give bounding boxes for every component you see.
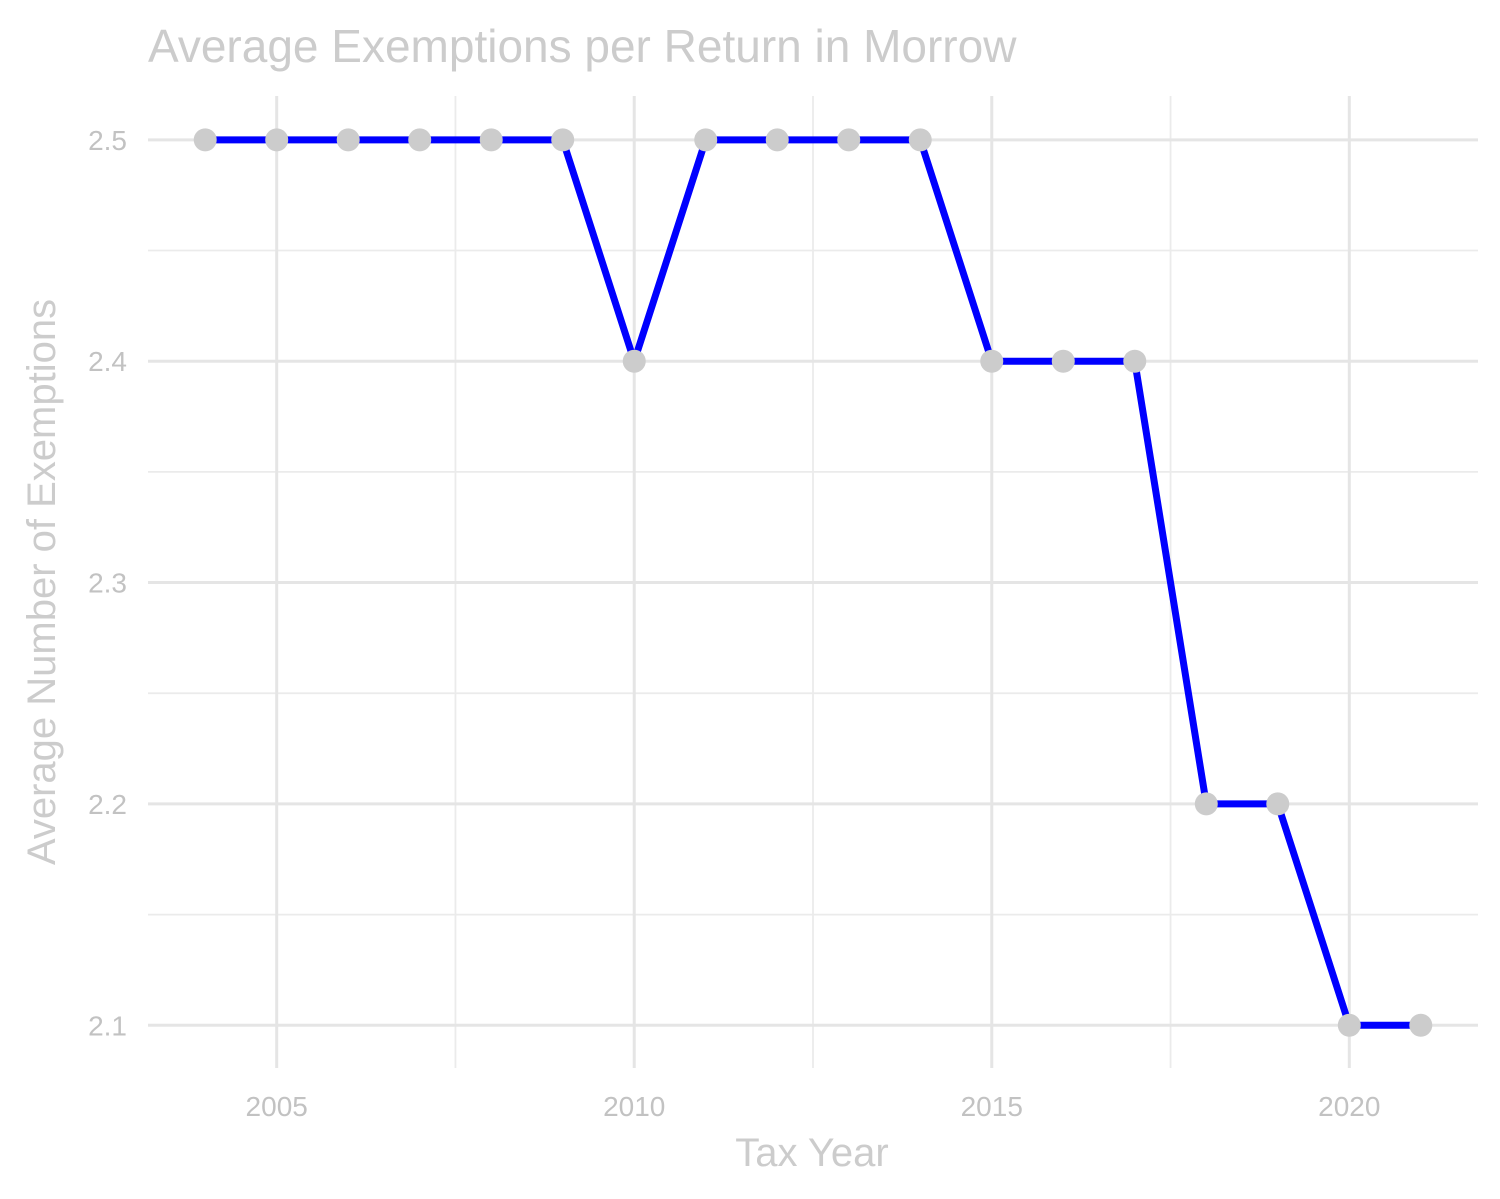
- data-point: [265, 128, 289, 152]
- x-tick-label: 2015: [961, 1091, 1023, 1122]
- x-axis-ticks: 2005 2010 2015 2020: [246, 1091, 1381, 1122]
- x-tick-label: 2005: [246, 1091, 308, 1122]
- y-tick-label: 2.2: [88, 789, 127, 820]
- y-tick-label: 2.4: [88, 346, 127, 377]
- y-tick-label: 2.5: [88, 125, 127, 156]
- data-point: [336, 128, 360, 152]
- data-point: [1194, 792, 1218, 816]
- data-series: [193, 128, 1433, 1037]
- data-point: [479, 128, 503, 152]
- data-point: [908, 128, 932, 152]
- data-point: [980, 349, 1004, 373]
- data-point: [408, 128, 432, 152]
- data-point: [193, 128, 217, 152]
- series-line: [205, 136, 1421, 1029]
- x-tick-label: 2020: [1318, 1091, 1380, 1122]
- data-point: [622, 349, 646, 373]
- y-axis-title: Average Number of Exemptions: [20, 299, 64, 865]
- chart-title: Average Exemptions per Return in Morrow: [148, 20, 1017, 72]
- data-point: [1409, 1013, 1433, 1037]
- y-tick-label: 2.1: [88, 1010, 127, 1041]
- y-tick-label: 2.3: [88, 568, 127, 599]
- data-point: [765, 128, 789, 152]
- y-axis-ticks: 2.1 2.2 2.3 2.4 2.5: [88, 125, 127, 1041]
- data-point: [1051, 349, 1075, 373]
- data-point: [1266, 792, 1290, 816]
- data-point: [1337, 1013, 1361, 1037]
- x-tick-label: 2010: [603, 1091, 665, 1122]
- data-point: [1123, 349, 1147, 373]
- data-point: [694, 128, 718, 152]
- data-point: [551, 128, 575, 152]
- data-point: [837, 128, 861, 152]
- x-axis-title: Tax Year: [735, 1131, 888, 1175]
